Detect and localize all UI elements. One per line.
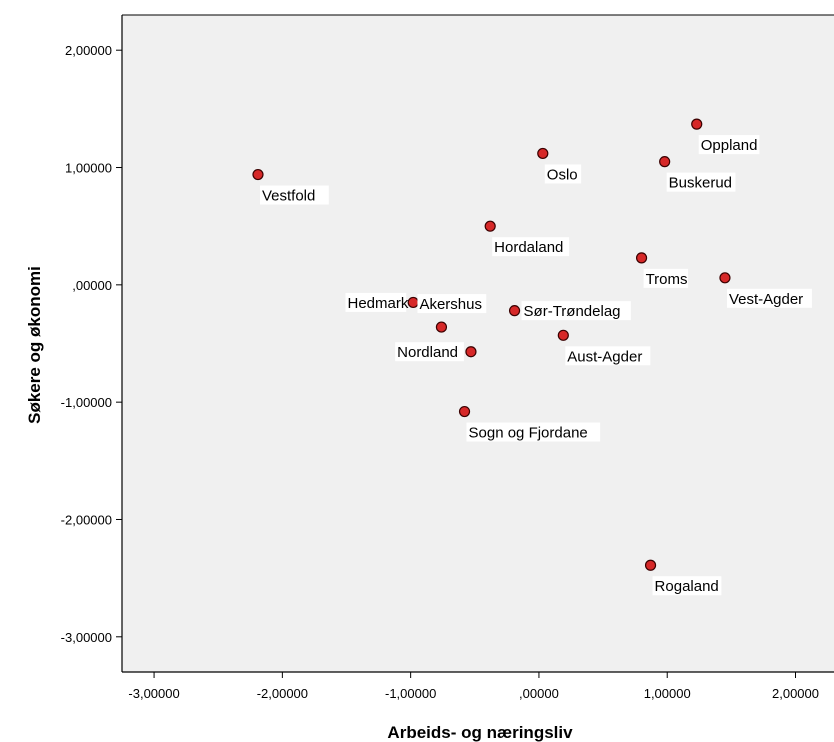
data-point — [458, 405, 471, 418]
point-label: Oslo — [547, 166, 578, 183]
y-axis-title: Søkere og økonomi — [25, 266, 44, 424]
x-tick-label: 1,00000 — [644, 686, 691, 701]
point-label: Troms — [646, 271, 688, 288]
data-point — [659, 156, 671, 168]
data-point — [557, 329, 569, 341]
y-tick-label: 1,00000 — [65, 161, 112, 176]
data-point — [691, 118, 703, 130]
x-axis-title: Arbeids- og næringsliv — [387, 723, 573, 742]
data-point — [252, 168, 264, 181]
data-point — [508, 305, 521, 317]
x-tick-label: -2,00000 — [257, 686, 308, 701]
point-label-bg — [466, 422, 601, 442]
y-tick-label: -2,00000 — [61, 512, 112, 527]
point-label-bg — [565, 346, 651, 366]
point-label: Hordaland — [494, 239, 563, 256]
point-label: Akershus — [419, 296, 482, 313]
point-label-bg — [417, 294, 487, 314]
x-tick-label: -1,00000 — [385, 686, 436, 701]
point-label: Vestfold — [262, 188, 315, 205]
data-point — [407, 296, 419, 309]
point-label-bg — [698, 135, 760, 155]
data-point — [435, 321, 448, 333]
point-label-bg — [726, 288, 812, 308]
data-point — [644, 559, 657, 571]
y-tick-label: -1,00000 — [61, 395, 112, 410]
point-label: Aust-Agder — [567, 348, 642, 365]
point-label: Hedmark — [348, 295, 409, 312]
point-label: Rogaland — [655, 578, 719, 595]
point-label: Oppland — [701, 137, 758, 154]
data-point — [537, 147, 549, 160]
y-tick-label: ,00000 — [72, 278, 112, 293]
point-label-bg — [521, 301, 631, 321]
point-label: Sogn og Fjordane — [469, 425, 588, 442]
data-point — [635, 252, 648, 264]
point-label-bg — [395, 342, 464, 362]
point-label-bg — [544, 164, 582, 184]
point-label-bg — [652, 576, 722, 596]
y-tick-label: 2,00000 — [65, 43, 112, 58]
point-label: Sør-Trøndelag — [524, 303, 621, 320]
data-point — [465, 346, 477, 358]
point-label-bg — [643, 268, 689, 288]
point-label-bg — [666, 172, 736, 192]
x-tick-label: 2,00000 — [772, 686, 819, 701]
data-point — [484, 220, 496, 232]
plot-area — [122, 15, 834, 672]
y-axis: 2,00000 1,00000 ,00000 -1,00000 -2,00000 -3,0… — [61, 43, 122, 645]
data-point — [719, 272, 731, 284]
point-label-bg — [259, 185, 329, 205]
y-tick-label: -3,00000 — [61, 630, 112, 645]
x-axis: -3,00000 -2,00000 -1,00000 ,00000 1,00000 2,0… — [128, 672, 819, 701]
x-tick-label: -3,00000 — [128, 686, 179, 701]
point-label: Nordland — [397, 344, 458, 361]
x-tick-label: ,00000 — [519, 686, 559, 701]
point-labels: Oppland Oslo Buskerud Vestfold Hordaland Trom… — [259, 135, 812, 596]
data-points — [252, 118, 731, 571]
point-label: Buskerud — [669, 175, 732, 192]
point-label-bg — [492, 237, 570, 257]
point-label-bg — [345, 292, 407, 312]
point-label: Vest-Agder — [729, 291, 803, 308]
